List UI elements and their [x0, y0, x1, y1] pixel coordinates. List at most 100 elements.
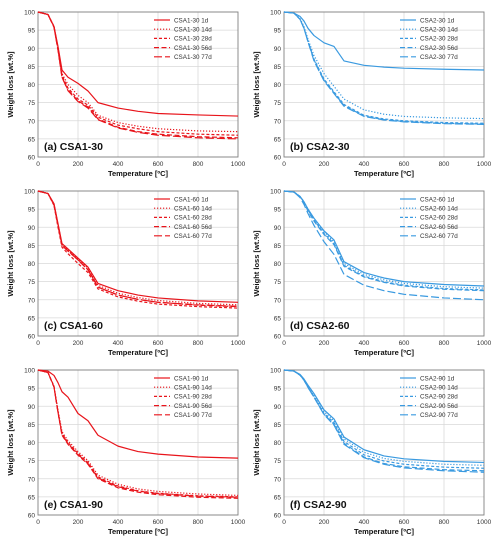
legend-label: CSA1-30 14d: [174, 27, 212, 34]
series-line-28d: [37, 369, 239, 498]
x-tick-label: 1000: [477, 340, 492, 347]
series-line-28d: [283, 11, 485, 124]
x-tick-label: 200: [319, 340, 330, 347]
legend-label: CSA2-30 77d: [420, 54, 458, 61]
legend-label: CSA2-90 1d: [420, 375, 455, 382]
y-axis-label: Weight loss [wt.%]: [252, 230, 261, 297]
y-tick-label: 90: [28, 46, 36, 53]
y-tick-label: 90: [28, 225, 36, 232]
x-tick-label: 600: [153, 519, 164, 526]
x-tick-label: 0: [36, 161, 40, 168]
y-tick-label: 80: [274, 440, 282, 447]
legend-label: CSA1-90 56d: [174, 403, 212, 410]
x-tick-label: 0: [36, 519, 40, 526]
x-tick-label: 1000: [477, 519, 492, 526]
y-tick-label: 75: [274, 100, 282, 107]
panel-label: (b) CSA2-30: [290, 141, 350, 153]
x-tick-label: 400: [113, 519, 124, 526]
legend-label: CSA1-90 14d: [174, 385, 212, 392]
legend-label: CSA2-30 28d: [420, 36, 458, 43]
x-tick-label: 0: [282, 519, 286, 526]
y-tick-label: 80: [28, 261, 36, 268]
legend-label: CSA1-30 1d: [174, 17, 209, 24]
y-tick-label: 100: [24, 368, 35, 375]
x-tick-label: 1000: [231, 161, 246, 168]
y-tick-label: 100: [24, 10, 35, 17]
plot-frame: [283, 11, 485, 158]
y-tick-label: 85: [28, 64, 36, 71]
x-tick-label: 200: [73, 161, 84, 168]
y-axis-label: Weight loss [wt.%]: [252, 51, 261, 118]
x-tick-label: 800: [439, 161, 450, 168]
legend-label: CSA2-60 14d: [420, 206, 458, 213]
legend-label: CSA1-60 28d: [174, 215, 212, 222]
x-tick-label: 800: [193, 519, 204, 526]
y-tick-label: 85: [28, 243, 36, 250]
y-axis-label: Weight loss [wt.%]: [6, 409, 15, 476]
series-line-77d: [37, 369, 239, 498]
x-tick-label: 200: [319, 519, 330, 526]
y-tick-label: 65: [274, 315, 282, 322]
legend-label: CSA2-90 14d: [420, 385, 458, 392]
legend-label: CSA2-60 1d: [420, 196, 455, 203]
panel-label: (d) CSA2-60: [290, 320, 350, 332]
x-tick-label: 600: [153, 340, 164, 347]
y-tick-label: 90: [274, 225, 282, 232]
plot-frame: [37, 190, 239, 337]
x-tick-label: 200: [73, 519, 84, 526]
x-tick-label: 600: [399, 161, 410, 168]
y-tick-label: 95: [28, 207, 36, 214]
y-tick-label: 90: [274, 404, 282, 411]
y-tick-label: 60: [28, 155, 36, 162]
x-tick-label: 400: [359, 161, 370, 168]
y-tick-label: 65: [28, 494, 36, 501]
plot-frame: [37, 11, 239, 158]
plot-frame: [283, 369, 485, 516]
legend-label: CSA2-90 28d: [420, 394, 458, 401]
legend-label: CSA2-90 56d: [420, 403, 458, 410]
legend-label: CSA2-30 14d: [420, 27, 458, 34]
y-tick-label: 80: [28, 440, 36, 447]
y-tick-label: 75: [28, 100, 36, 107]
y-axis-label: Weight loss [wt.%]: [6, 230, 15, 297]
y-tick-label: 70: [274, 476, 282, 483]
y-tick-label: 80: [28, 82, 36, 89]
x-tick-label: 400: [113, 340, 124, 347]
series-line-56d: [37, 369, 239, 499]
series-line-1d: [37, 369, 239, 459]
y-tick-label: 70: [274, 297, 282, 304]
x-tick-label: 200: [319, 161, 330, 168]
panel-label: (a) CSA1-30: [44, 141, 103, 153]
x-tick-label: 600: [399, 519, 410, 526]
y-tick-label: 65: [274, 136, 282, 143]
x-tick-label: 800: [193, 161, 204, 168]
y-tick-label: 60: [28, 513, 36, 520]
legend-label: CSA1-90 28d: [174, 394, 212, 401]
y-tick-label: 90: [28, 404, 36, 411]
x-tick-label: 1000: [231, 340, 246, 347]
legend-label: CSA2-60 56d: [420, 224, 458, 231]
x-tick-label: 800: [439, 340, 450, 347]
legend-label: CSA1-60 1d: [174, 196, 209, 203]
x-axis-label: Temperature [ºC]: [108, 169, 169, 178]
series-line-1d: [283, 11, 485, 71]
y-tick-label: 75: [28, 279, 36, 286]
y-axis-label: Weight loss [wt.%]: [6, 51, 15, 118]
legend-label: CSA1-60 56d: [174, 224, 212, 231]
y-tick-label: 60: [274, 155, 282, 162]
legend-label: CSA2-90 77d: [420, 412, 458, 419]
x-tick-label: 400: [359, 519, 370, 526]
y-tick-label: 70: [28, 476, 36, 483]
y-tick-label: 60: [274, 513, 282, 520]
y-tick-label: 95: [274, 386, 282, 393]
series-line-14d: [37, 190, 239, 306]
x-axis-label: Temperature [ºC]: [108, 348, 169, 357]
legend-label: CSA1-90 1d: [174, 375, 209, 382]
y-tick-label: 75: [28, 458, 36, 465]
y-tick-label: 85: [274, 422, 282, 429]
y-tick-label: 75: [274, 279, 282, 286]
